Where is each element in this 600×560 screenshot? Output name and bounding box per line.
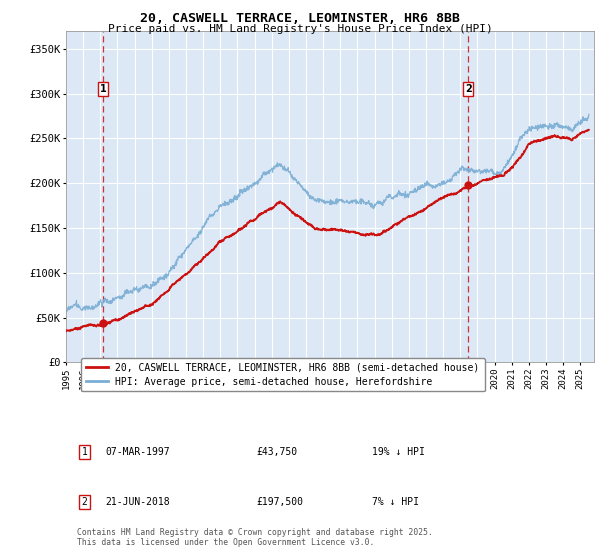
Legend: 20, CASWELL TERRACE, LEOMINSTER, HR6 8BB (semi-detached house), HPI: Average pri: 20, CASWELL TERRACE, LEOMINSTER, HR6 8BB… bbox=[82, 358, 485, 391]
Text: Price paid vs. HM Land Registry's House Price Index (HPI): Price paid vs. HM Land Registry's House … bbox=[107, 24, 493, 34]
Text: Contains HM Land Registry data © Crown copyright and database right 2025.
This d: Contains HM Land Registry data © Crown c… bbox=[77, 528, 433, 547]
Text: 1: 1 bbox=[82, 447, 88, 457]
Text: 20, CASWELL TERRACE, LEOMINSTER, HR6 8BB: 20, CASWELL TERRACE, LEOMINSTER, HR6 8BB bbox=[140, 12, 460, 25]
Text: 2: 2 bbox=[82, 497, 88, 507]
Text: 1: 1 bbox=[100, 84, 107, 94]
Text: 2: 2 bbox=[465, 84, 472, 94]
Text: 21-JUN-2018: 21-JUN-2018 bbox=[106, 497, 170, 507]
Text: £197,500: £197,500 bbox=[256, 497, 303, 507]
Text: £43,750: £43,750 bbox=[256, 447, 297, 457]
Text: 19% ↓ HPI: 19% ↓ HPI bbox=[372, 447, 425, 457]
Text: 07-MAR-1997: 07-MAR-1997 bbox=[106, 447, 170, 457]
Text: 7% ↓ HPI: 7% ↓ HPI bbox=[372, 497, 419, 507]
